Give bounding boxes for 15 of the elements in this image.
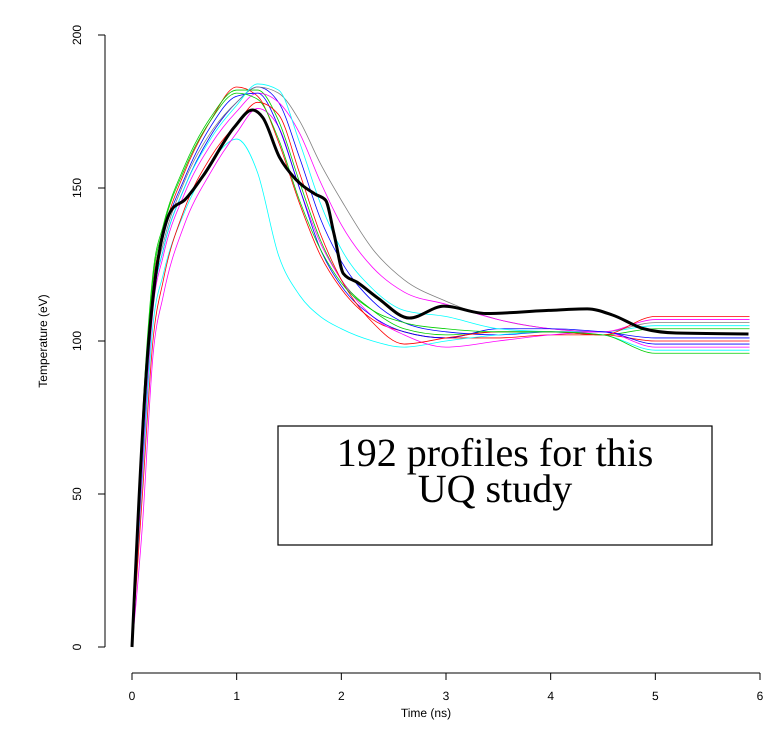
x-axis-title: Time (ns) xyxy=(400,706,452,720)
x-tick-label: 6 xyxy=(756,689,764,703)
x-tick-label: 2 xyxy=(338,689,345,703)
y-tick-label: 50 xyxy=(70,487,84,501)
y-tick-label: 100 xyxy=(70,330,84,352)
x-tick-label: 3 xyxy=(442,689,450,703)
x-tick-label: 0 xyxy=(128,689,136,703)
annotation: 192 profiles for this UQ study xyxy=(336,430,654,511)
y-tick-label: 200 xyxy=(70,24,84,46)
x-tick-label: 5 xyxy=(652,689,659,703)
x-tick-label: 4 xyxy=(547,689,554,703)
y-axis-title: Temperature (eV) xyxy=(36,294,50,388)
x-tick-label: 1 xyxy=(233,689,240,703)
y-tick-label: 150 xyxy=(70,178,84,198)
y-tick-label: 0 xyxy=(70,643,84,650)
